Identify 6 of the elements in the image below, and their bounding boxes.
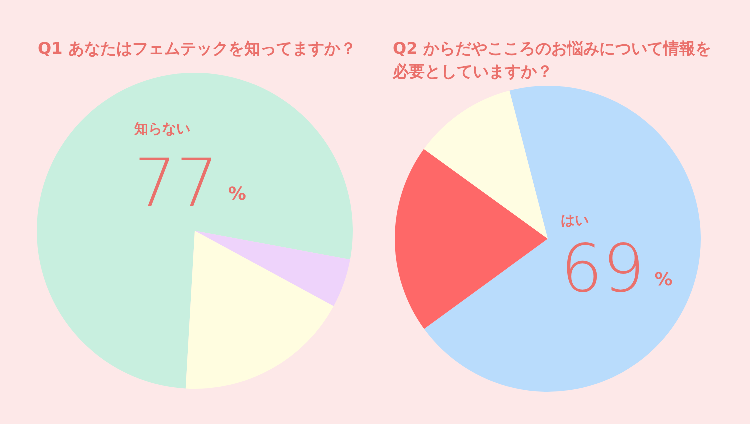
slice-label: はい [560, 212, 589, 229]
slice-label: 知らない [133, 121, 190, 138]
data-label: 69% [560, 230, 673, 308]
chart-title: Q2 からだやこころのお悩みについて情報を必要としていますか？ [392, 39, 712, 81]
data-label: 77% [134, 144, 246, 222]
chart-title: Q1 あなたはフェムテックを知ってますか？ [38, 39, 356, 58]
